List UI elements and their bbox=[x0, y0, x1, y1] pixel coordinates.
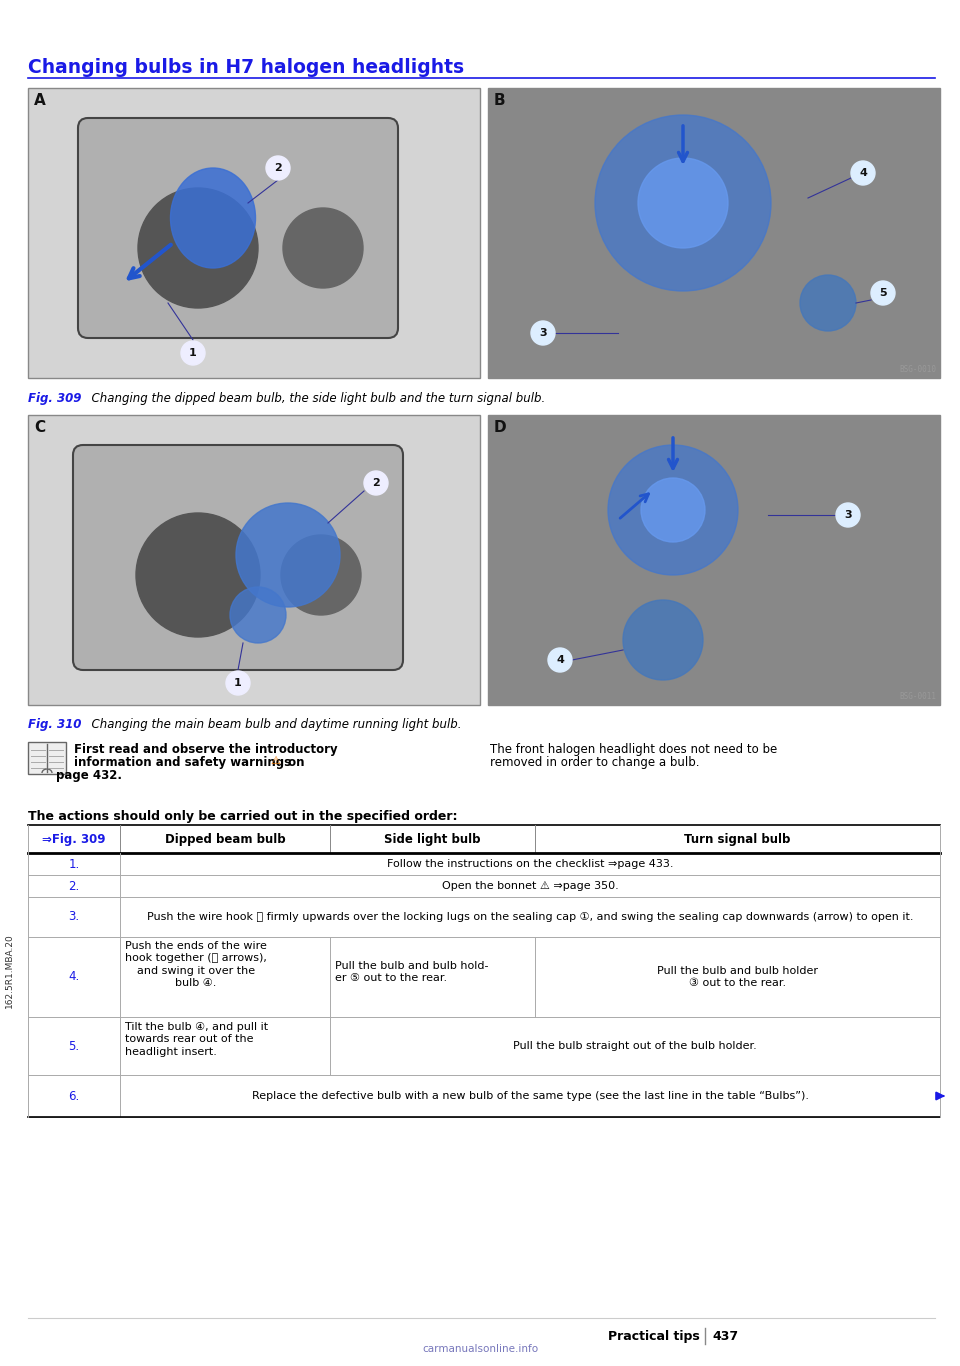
Text: Changing bulbs in H7 halogen headlights: Changing bulbs in H7 halogen headlights bbox=[28, 57, 464, 76]
Text: 2: 2 bbox=[372, 478, 380, 488]
Circle shape bbox=[138, 189, 258, 307]
Ellipse shape bbox=[171, 168, 255, 268]
Circle shape bbox=[638, 158, 728, 249]
Text: 5: 5 bbox=[879, 288, 887, 298]
Text: Fig. 309: Fig. 309 bbox=[28, 392, 82, 404]
Circle shape bbox=[641, 478, 705, 542]
Text: 3.: 3. bbox=[68, 911, 80, 923]
Text: Fig. 310: Fig. 310 bbox=[28, 719, 82, 731]
Text: Replace the defective bulb with a new bulb of the same type (see the last line i: Replace the defective bulb with a new bu… bbox=[252, 1091, 808, 1101]
Text: page 432.: page 432. bbox=[56, 769, 122, 781]
FancyBboxPatch shape bbox=[78, 117, 398, 337]
Text: 3: 3 bbox=[844, 510, 852, 520]
Text: Tilt the bulb ④, and pull it
towards rear out of the
headlight insert.: Tilt the bulb ④, and pull it towards rea… bbox=[125, 1022, 268, 1057]
Text: information and safety warnings: information and safety warnings bbox=[74, 755, 291, 769]
Text: BSG-0010: BSG-0010 bbox=[899, 365, 936, 374]
Circle shape bbox=[548, 647, 572, 672]
Text: 3: 3 bbox=[540, 328, 547, 337]
Text: Changing the dipped beam bulb, the side light bulb and the turn signal bulb.: Changing the dipped beam bulb, the side … bbox=[84, 392, 545, 404]
Text: 6.: 6. bbox=[68, 1090, 80, 1102]
Text: 1: 1 bbox=[234, 678, 242, 688]
Circle shape bbox=[281, 535, 361, 615]
Bar bbox=[28, 87, 480, 378]
Text: C: C bbox=[34, 419, 45, 434]
Bar bbox=[488, 415, 940, 705]
Text: A: A bbox=[34, 93, 46, 108]
FancyBboxPatch shape bbox=[73, 445, 403, 669]
Bar bbox=[28, 415, 480, 705]
Circle shape bbox=[608, 445, 738, 575]
Circle shape bbox=[136, 514, 260, 637]
Text: 162.5R1.MBA.20: 162.5R1.MBA.20 bbox=[5, 933, 13, 1008]
Text: ⚠: ⚠ bbox=[270, 755, 280, 766]
Text: 4.: 4. bbox=[68, 970, 80, 984]
Circle shape bbox=[531, 321, 555, 346]
Text: removed in order to change a bulb.: removed in order to change a bulb. bbox=[490, 755, 700, 769]
Text: 4: 4 bbox=[859, 168, 867, 178]
Text: First read and observe the introductory: First read and observe the introductory bbox=[74, 743, 338, 755]
Text: 1: 1 bbox=[189, 348, 197, 358]
Text: D: D bbox=[494, 419, 507, 434]
Text: Pull the bulb and bulb holder
③ out to the rear.: Pull the bulb and bulb holder ③ out to t… bbox=[657, 966, 818, 988]
Text: Pull the bulb and bulb hold-
er ⑤ out to the rear.: Pull the bulb and bulb hold- er ⑤ out to… bbox=[335, 960, 489, 984]
Bar bbox=[28, 742, 66, 775]
Text: Pull the bulb straight out of the bulb holder.: Pull the bulb straight out of the bulb h… bbox=[514, 1041, 756, 1050]
Circle shape bbox=[236, 503, 340, 607]
Text: 4: 4 bbox=[556, 656, 564, 665]
Circle shape bbox=[800, 275, 856, 331]
Text: Push the wire hook Ⓑ firmly upwards over the locking lugs on the sealing cap ①, : Push the wire hook Ⓑ firmly upwards over… bbox=[147, 912, 913, 922]
Circle shape bbox=[871, 281, 895, 305]
Circle shape bbox=[181, 342, 205, 365]
Circle shape bbox=[836, 503, 860, 527]
Circle shape bbox=[851, 161, 875, 184]
Text: Open the bonnet ⚠ ⇒page 350.: Open the bonnet ⚠ ⇒page 350. bbox=[442, 881, 618, 891]
Text: The front halogen headlight does not need to be: The front halogen headlight does not nee… bbox=[490, 743, 778, 755]
Text: on: on bbox=[284, 755, 304, 769]
Text: ⇒Fig. 309: ⇒Fig. 309 bbox=[42, 832, 106, 846]
Text: Follow the instructions on the checklist ⇒page 433.: Follow the instructions on the checklist… bbox=[387, 859, 673, 869]
Text: Side light bulb: Side light bulb bbox=[384, 832, 481, 846]
Circle shape bbox=[266, 156, 290, 180]
Circle shape bbox=[595, 115, 771, 291]
Text: 437: 437 bbox=[712, 1330, 738, 1343]
Text: Changing the main beam bulb and daytime running light bulb.: Changing the main beam bulb and daytime … bbox=[84, 719, 462, 731]
Text: 5.: 5. bbox=[68, 1040, 80, 1052]
Text: 2: 2 bbox=[275, 163, 282, 173]
Text: BSG-0011: BSG-0011 bbox=[899, 693, 936, 701]
Circle shape bbox=[283, 208, 363, 288]
Text: 2.: 2. bbox=[68, 880, 80, 892]
Text: Turn signal bulb: Turn signal bulb bbox=[684, 832, 791, 846]
Circle shape bbox=[623, 600, 703, 680]
Text: The actions should only be carried out in the specified order:: The actions should only be carried out i… bbox=[28, 810, 458, 822]
Text: 1.: 1. bbox=[68, 858, 80, 870]
Text: Practical tips: Practical tips bbox=[609, 1330, 700, 1343]
Circle shape bbox=[226, 671, 250, 695]
Text: Dipped beam bulb: Dipped beam bulb bbox=[165, 832, 285, 846]
Text: Push the ends of the wire
hook together (Ⓑ arrows),
and swing it over the
bulb ④: Push the ends of the wire hook together … bbox=[125, 941, 267, 988]
Text: carmanualsonline.info: carmanualsonline.info bbox=[422, 1344, 538, 1354]
Text: B: B bbox=[494, 93, 506, 108]
Circle shape bbox=[230, 587, 286, 643]
Circle shape bbox=[364, 471, 388, 494]
Bar bbox=[488, 87, 940, 378]
